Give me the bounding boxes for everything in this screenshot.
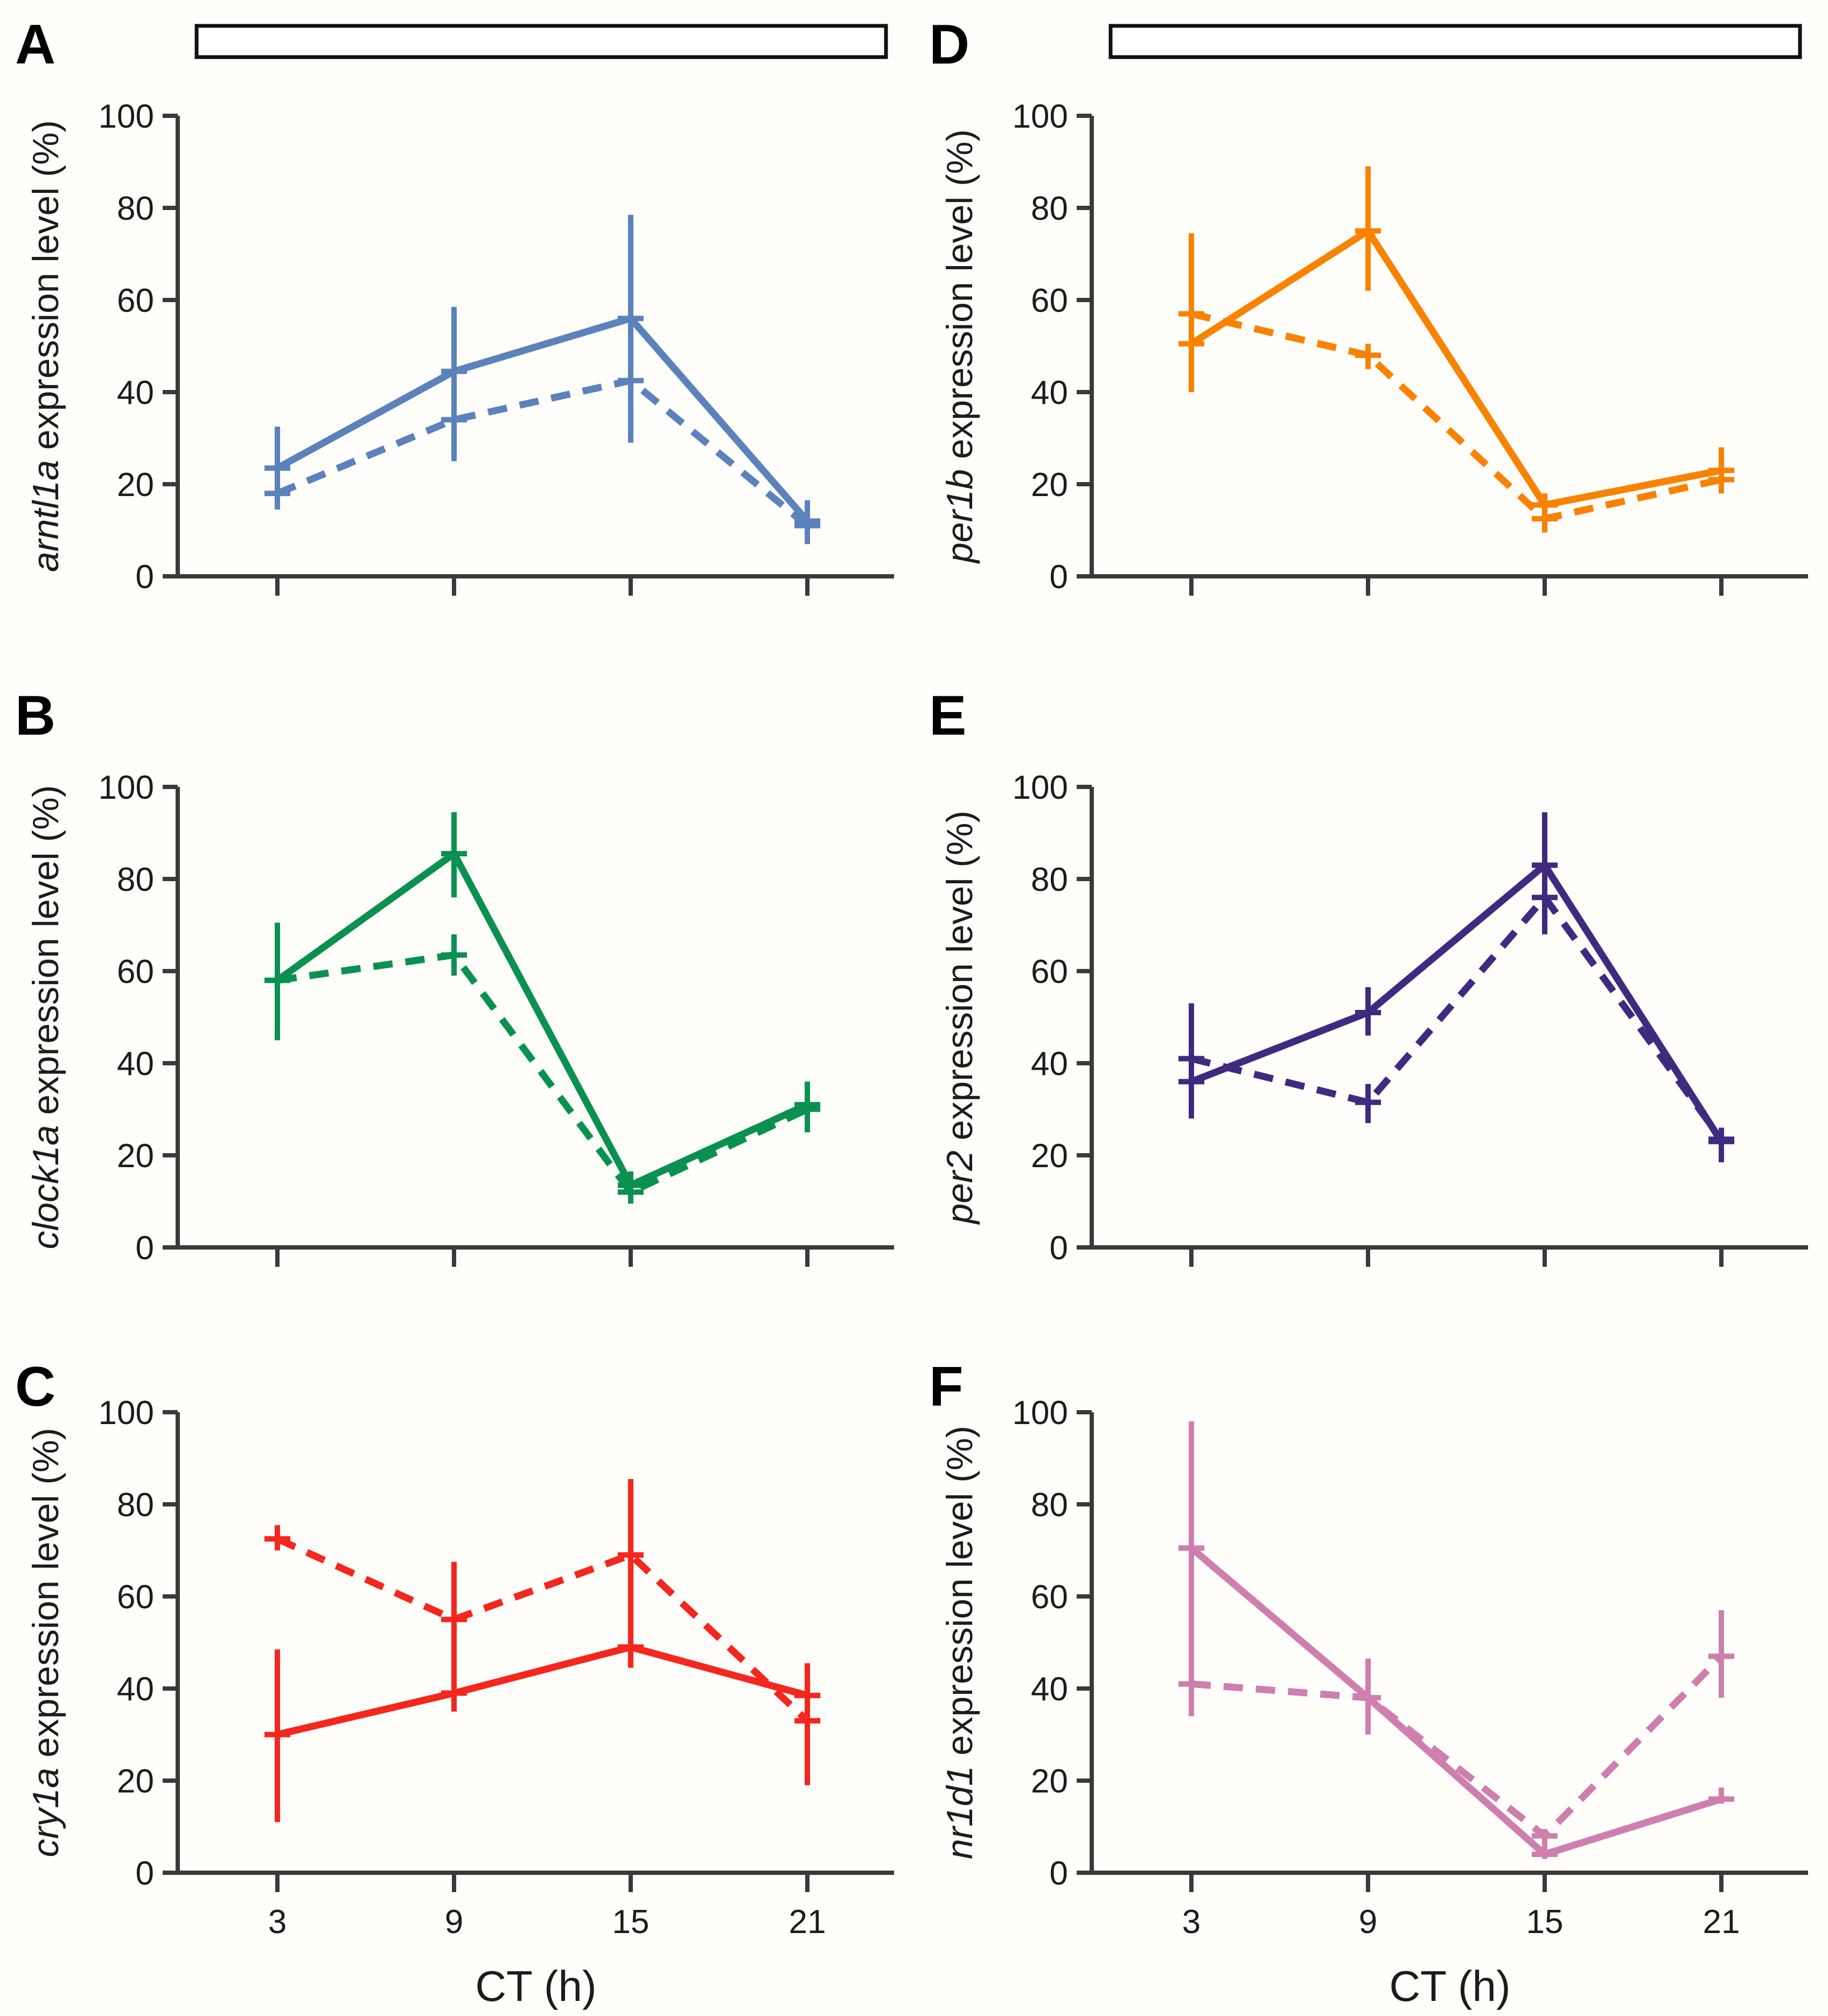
y-axis-title: clock1a expression level (%) [25, 785, 66, 1250]
series-dashed-line [276, 1536, 810, 1724]
x-tick-label: 15 [1526, 1903, 1564, 1941]
series-dashed-line [1191, 1654, 1724, 1840]
panel-letter-A: A [15, 13, 55, 76]
y-tick-label: 80 [1031, 190, 1068, 227]
y-tick-label: 40 [117, 374, 154, 411]
y-axis-title: arntl1a expression level (%) [25, 120, 66, 572]
panel-A: A 0 20 40 60 80 100 arntl1a expression level (%… [0, 0, 914, 671]
series-solid-line [276, 1643, 808, 1738]
y-tick-label: 100 [99, 1394, 154, 1432]
y-tick-label: 60 [1031, 282, 1068, 319]
panel-letter-D: D [929, 13, 969, 76]
panel-E: E 0 20 40 60 80 100 per2 expression level (%) [914, 671, 1828, 1342]
y-axis-title: nr1d1 expression level (%) [939, 1426, 980, 1859]
x-tick-label: 21 [1703, 1903, 1740, 1941]
panel-chart-D: D 0 20 40 60 80 100 per1b expression level (%) [929, 13, 1808, 596]
series-solid-line [275, 850, 809, 1189]
x-axis-title: CT (h) [475, 1962, 596, 2010]
panel-letter-E: E [929, 685, 966, 747]
panel-letter-B: B [15, 685, 55, 747]
y-axis-title: per1b expression level (%) [939, 129, 980, 564]
y-tick-label: 60 [1031, 1579, 1068, 1616]
x-tick-label: 21 [789, 1903, 826, 1941]
x-tick-label: 3 [268, 1903, 287, 1941]
y-tick-label: 60 [117, 1579, 154, 1616]
y-axis-title: per2 expression level (%) [939, 811, 980, 1225]
x-tick-label: 9 [1359, 1903, 1377, 1941]
panel-chart-C: C 0 20 40 60 80 100 3 9 15 21 CT (h) cry1a expressio… [15, 1356, 894, 2010]
x-tick-label: 3 [1182, 1903, 1201, 1941]
y-tick-label: 60 [117, 282, 154, 319]
series-dashed-line [276, 377, 810, 528]
series-solid-line [275, 315, 810, 524]
y-tick-label: 80 [1031, 1487, 1068, 1524]
panel-B: B 0 20 40 60 80 100 clock1a expression level (%… [0, 671, 914, 1342]
series-dashed-line [277, 951, 809, 1196]
y-tick-label: 100 [1013, 1394, 1068, 1432]
x-tick-label: 15 [612, 1903, 650, 1941]
panel-chart-A: A 0 20 40 60 80 100 arntl1a expression level (%… [15, 13, 894, 596]
y-tick-label: 40 [1031, 1671, 1068, 1708]
y-tick-label: 80 [1031, 861, 1068, 898]
y-tick-label: 80 [117, 1487, 154, 1524]
x-axis-title: CT (h) [1389, 1962, 1510, 2010]
y-tick-label: 100 [1013, 769, 1068, 806]
series-dashed-line [1190, 310, 1722, 522]
series-solid-line [1190, 861, 1725, 1143]
y-axis-title: cry1a expression level (%) [25, 1428, 66, 1857]
y-tick-label: 0 [1050, 1230, 1068, 1267]
y-tick-label: 80 [117, 861, 154, 898]
panel-C: C 0 20 40 60 80 100 3 9 15 21 CT (h) cry1a expressio… [0, 1342, 914, 2013]
series-solid-line [1189, 227, 1722, 508]
y-tick-label: 20 [1031, 466, 1068, 504]
y-tick-label: 0 [1050, 1855, 1068, 1892]
condition-bar [194, 24, 888, 59]
x-tick-label: 9 [445, 1903, 463, 1941]
panel-letter-F: F [929, 1356, 964, 1418]
condition-bar [1108, 24, 1802, 59]
y-tick-label: 40 [117, 1045, 154, 1083]
y-tick-label: 20 [117, 466, 154, 504]
y-tick-label: 0 [136, 1855, 154, 1892]
series-solid-line [1189, 1545, 1722, 1858]
y-tick-label: 20 [117, 1138, 154, 1175]
panel-letter-C: C [15, 1356, 55, 1418]
panel-D: D 0 20 40 60 80 100 per1b expression level (%) [914, 0, 1828, 671]
y-tick-label: 0 [136, 1230, 154, 1267]
panel-chart-B: B 0 20 40 60 80 100 clock1a expression level (%… [15, 685, 894, 1267]
y-tick-label: 40 [1031, 374, 1068, 411]
panel-F: F 0 20 40 60 80 100 3 9 15 21 CT (h) nr1d1 expressio… [914, 1342, 1828, 2013]
y-tick-label: 100 [99, 98, 154, 135]
y-tick-label: 100 [99, 769, 154, 806]
y-tick-label: 80 [117, 190, 154, 227]
y-tick-label: 20 [1031, 1763, 1068, 1800]
y-tick-label: 60 [117, 953, 154, 990]
y-tick-label: 20 [1031, 1138, 1068, 1175]
y-tick-label: 60 [1031, 953, 1068, 990]
y-tick-label: 0 [136, 559, 154, 596]
y-tick-label: 20 [117, 1763, 154, 1800]
panel-chart-E: E 0 20 40 60 80 100 per2 expression level (%) [929, 685, 1808, 1267]
panel-chart-F: F 0 20 40 60 80 100 3 9 15 21 CT (h) nr1d1 expressio… [929, 1356, 1808, 2010]
y-tick-label: 40 [117, 1671, 154, 1708]
y-tick-label: 0 [1050, 559, 1068, 596]
y-tick-label: 40 [1031, 1045, 1068, 1083]
y-tick-label: 100 [1013, 98, 1068, 135]
